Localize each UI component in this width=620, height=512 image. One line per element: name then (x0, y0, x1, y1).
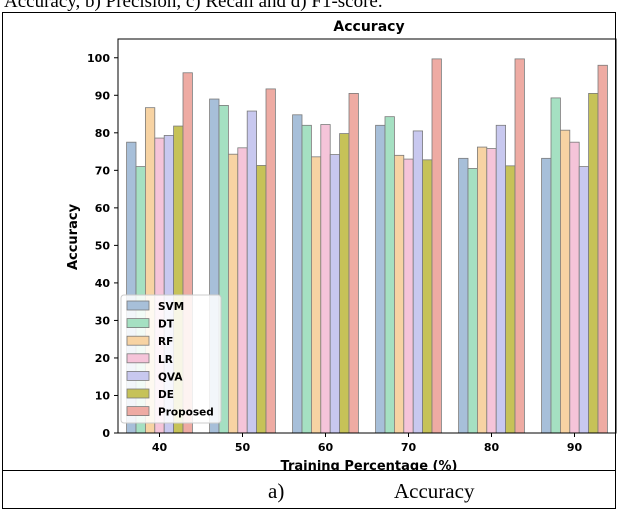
y-tick-label: 90 (95, 89, 111, 102)
legend-label-dt: DT (158, 319, 175, 331)
chart-title: Accuracy (333, 19, 404, 35)
bar-dt-80 (467, 168, 478, 434)
figure-caption-bottom: a) Accuracy (2, 471, 616, 509)
y-tick-label: 30 (95, 314, 111, 327)
legend-swatch-proposed (126, 406, 150, 417)
accuracy-bar-chart: Accuracy Training Percentage (%) Accurac… (66, 19, 617, 470)
bar-proposed-90 (597, 64, 608, 434)
bar-proposed-80 (514, 58, 525, 434)
x-axis-label: Training Percentage (%) (281, 459, 458, 470)
bar-svm-60 (292, 114, 303, 434)
legend-swatch-dt (126, 318, 150, 329)
bar-dt-60 (301, 124, 312, 434)
y-tick-label: 20 (95, 352, 111, 365)
x-tick-label: 90 (567, 441, 583, 454)
bar-de-90 (588, 93, 599, 434)
y-tick-label: 10 (95, 389, 111, 402)
frame-divider (2, 470, 616, 471)
legend-label-lr: LR (158, 354, 173, 366)
bar-svm-70 (375, 124, 386, 434)
x-tick-label: 40 (152, 441, 168, 454)
legend-swatch-svm (126, 300, 150, 311)
bar-dt-90 (550, 97, 561, 434)
bar-qva-60 (329, 154, 341, 434)
bar-proposed-60 (348, 93, 359, 434)
bar-qva-70 (412, 130, 424, 434)
bar-lr-80 (486, 148, 497, 434)
y-tick-label: 80 (95, 127, 111, 140)
legend-swatch-lr (126, 353, 150, 364)
legend-label-de: DE (158, 389, 174, 401)
bar-lr-90 (569, 141, 580, 434)
bar-qva-50 (246, 110, 257, 434)
bar-rf-60 (310, 156, 322, 434)
bar-lr-70 (403, 158, 414, 434)
y-tick-label: 100 (87, 52, 110, 65)
bar-svm-80 (458, 157, 469, 434)
bar-de-80 (505, 165, 516, 434)
bar-proposed-50 (265, 88, 276, 434)
legend-label-rf: RF (158, 336, 173, 348)
x-tick-label: 70 (401, 441, 417, 454)
bar-dt-70 (384, 116, 395, 434)
y-axis-label: Accuracy (66, 203, 81, 270)
bar-lr-50 (237, 147, 248, 434)
x-tick-label: 60 (318, 441, 334, 454)
figure-caption-top: Accuracy, b) Precision, c) Recall and d)… (4, 0, 383, 12)
bar-lr-60 (320, 124, 331, 434)
legend-label-proposed: Proposed (158, 407, 214, 419)
bar-de-60 (339, 133, 350, 434)
y-tick-label: 40 (95, 277, 111, 290)
bar-de-50 (256, 165, 267, 434)
y-tick-label: 50 (95, 239, 111, 252)
legend-swatch-de (126, 388, 150, 399)
legend-label-svm: SVM (158, 301, 184, 313)
legend-swatch-rf (126, 335, 150, 346)
bar-qva-90 (578, 166, 590, 434)
caption-name: Accuracy (394, 479, 475, 503)
bar-rf-90 (560, 129, 571, 434)
bar-de-70 (422, 159, 433, 434)
y-tick-label: 70 (95, 164, 111, 177)
plot-frame (117, 38, 617, 434)
x-tick-label: 50 (235, 441, 251, 454)
legend-swatch-qva (126, 370, 150, 381)
bar-qva-80 (495, 124, 507, 434)
y-tick-label: 0 (102, 427, 110, 440)
bar-proposed-70 (431, 58, 442, 434)
legend-label-qva: QVA (158, 371, 183, 383)
y-tick-label: 60 (95, 202, 111, 215)
caption-letter: a) (268, 479, 285, 503)
chart-legend: SVM DT RF LR QVA DE Proposed (120, 294, 222, 424)
bar-rf-80 (476, 146, 488, 434)
bar-svm-90 (541, 157, 552, 434)
bar-rf-50 (227, 153, 239, 434)
bar-rf-70 (393, 154, 405, 434)
x-tick-label: 80 (484, 441, 500, 454)
